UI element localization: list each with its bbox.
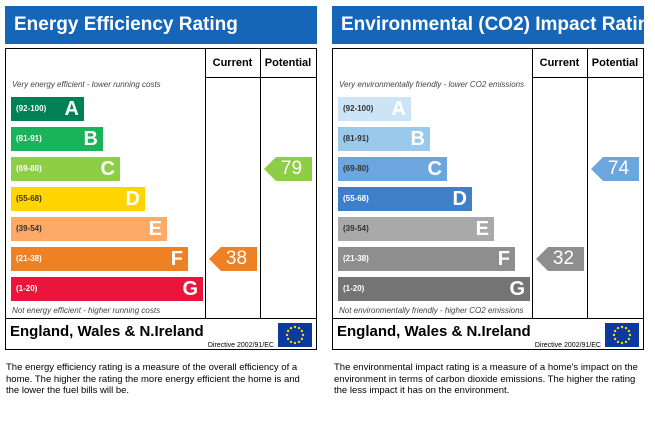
band-range-label: (21-38) [343,254,369,263]
rating-band-a: (92-100) A [338,97,411,121]
rating-band-f: (21-38) F [11,247,188,271]
band-range-label: (21-38) [16,254,42,263]
rating-band-a: (92-100) A [11,97,84,121]
band-range-label: (1-20) [16,284,38,293]
potential-rating-value: 74 [607,158,630,179]
environmental-description: The environmental impact rating is a mea… [334,362,638,396]
band-range-label: (81-91) [343,134,369,143]
band-range-label: (1-20) [343,284,365,293]
column-header-current: Current [539,57,580,69]
directive-label: Directive 2002/91/EC [207,342,274,349]
environmental-impact-panel: Environmental (CO2) Impact Rating Curren… [332,6,655,350]
region-label: England, Wales & N.Ireland [337,323,531,340]
rating-band-c: (69-80) C [338,157,447,181]
band-range-label: (69-80) [343,164,369,173]
rating-band-e: (39-54) E [338,217,494,241]
rating-band-g: (1-20) G [338,277,530,301]
top-caption: Very environmentally friendly - lower CO… [339,80,525,89]
rating-band-g: (1-20) G [11,277,203,301]
rating-band-b: (81-91) B [11,127,103,151]
band-letter: F [170,248,183,270]
rating-band-e: (39-54) E [11,217,167,241]
rating-band-d: (55-68) D [11,187,145,211]
energy-efficiency-panel: Energy Efficiency Rating Current Potenti… [5,6,317,350]
rating-band-d: (55-68) D [338,187,472,211]
band-range-label: (92-100) [343,104,374,113]
band-letter: B [410,128,425,150]
band-range-label: (55-68) [343,194,369,203]
panel-title: Energy Efficiency Rating [5,6,317,44]
current-rating-value: 38 [225,248,248,269]
rating-frame: Current Potential Very environmentally f… [332,48,644,350]
column-header-current: Current [212,57,253,69]
band-letter: D [452,188,467,210]
top-caption: Very energy efficient - lower running co… [12,80,161,89]
band-letter: A [391,98,406,120]
band-letter: F [497,248,510,270]
current-rating-arrow: 32 [536,247,584,271]
region-label: England, Wales & N.Ireland [10,323,204,340]
eu-flag-icon [278,323,312,347]
potential-rating-arrow: 79 [264,157,312,181]
band-letter: D [125,188,140,210]
band-range-label: (81-91) [16,134,42,143]
potential-rating-value: 79 [280,158,303,179]
band-letter: C [427,158,442,180]
bottom-caption: Not environmentally friendly - higher CO… [339,306,524,315]
rating-frame: Current Potential Very energy efficient … [5,48,317,350]
potential-rating-arrow: 74 [591,157,639,181]
band-range-label: (39-54) [16,224,42,233]
band-letter: E [148,218,162,240]
current-rating-value: 32 [552,248,575,269]
band-letter: G [182,278,198,300]
rating-band-c: (69-80) C [11,157,120,181]
rating-band-b: (81-91) B [338,127,430,151]
column-header-potential: Potential [264,57,312,69]
band-letter: B [83,128,98,150]
bottom-caption: Not energy efficient - higher running co… [12,306,161,315]
current-rating-arrow: 38 [209,247,257,271]
eu-flag-icon [605,323,639,347]
panel-title: Environmental (CO2) Impact Rating [332,6,655,44]
band-range-label: (39-54) [343,224,369,233]
column-header-potential: Potential [591,57,639,69]
band-letter: C [100,158,115,180]
rating-band-f: (21-38) F [338,247,515,271]
band-range-label: (55-68) [16,194,42,203]
directive-label: Directive 2002/91/EC [534,342,601,349]
band-letter: E [475,218,489,240]
band-letter: A [64,98,79,120]
band-letter: G [509,278,525,300]
energy-description: The energy efficiency rating is a measur… [6,362,300,396]
band-range-label: (69-80) [16,164,42,173]
band-range-label: (92-100) [16,104,47,113]
